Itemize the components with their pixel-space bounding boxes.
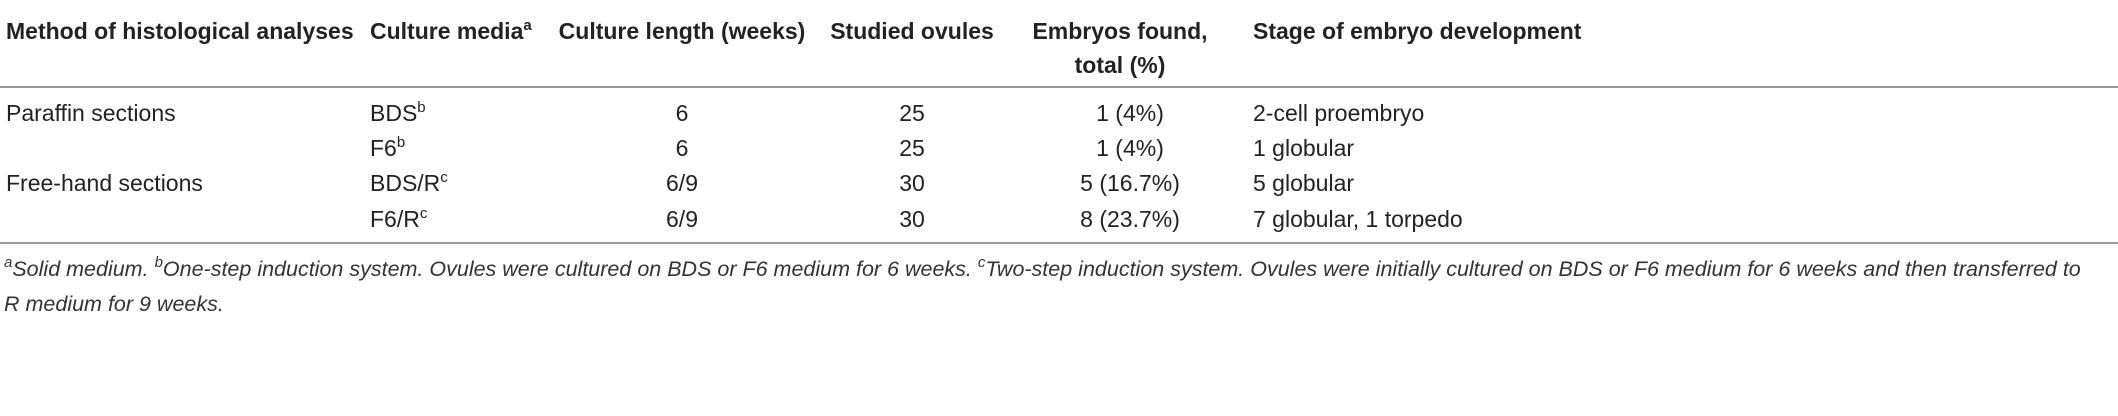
footnotes: aSolid medium. bOne-step induction syste… (4, 252, 2089, 322)
header-text: Culture media (370, 18, 524, 44)
footnote-mark: c (440, 169, 448, 186)
embryos-cell: 1 (4%) (1096, 100, 1164, 126)
embryos-cell: 5 (16.7%) (1080, 170, 1180, 196)
header-cell: Studied ovules (830, 18, 994, 44)
length-cell: 6/9 (666, 206, 698, 232)
media-text: F6/R (370, 206, 420, 232)
ovules-cell: 25 (899, 135, 925, 161)
header-rule (0, 86, 2118, 88)
footnote-mark: a (4, 254, 13, 271)
ovules-cell: 25 (899, 100, 925, 126)
header-cell: Culture mediaa (370, 14, 532, 48)
header-cell: Method of histological analyses (6, 18, 354, 44)
bottom-rule (0, 242, 2118, 244)
header-cell: Stage of embryo development (1253, 18, 1582, 44)
embryos-cell: 1 (4%) (1096, 135, 1164, 161)
footnote-text: Solid medium. (12, 257, 149, 281)
media-text: F6 (370, 135, 397, 161)
embryos-cell: 8 (23.7%) (1080, 206, 1180, 232)
media-cell: BDS/Rc (370, 166, 448, 200)
media-cell: F6b (370, 131, 405, 165)
footnote-mark: a (523, 17, 532, 34)
ovules-cell: 30 (899, 206, 925, 232)
method-cell: Free-hand sections (6, 170, 203, 196)
media-cell: BDSb (370, 96, 426, 130)
footnote-mark: b (396, 134, 406, 151)
footnote-mark: c (977, 254, 986, 271)
ovules-cell: 30 (899, 170, 925, 196)
stage-cell: 1 globular (1253, 135, 1355, 161)
stage-cell: 5 globular (1253, 170, 1355, 196)
length-cell: 6/9 (666, 170, 698, 196)
media-text: BDS (370, 100, 418, 126)
header-cell: Culture length (weeks) (558, 18, 806, 44)
stage-cell: 2-cell proembryo (1253, 100, 1425, 126)
header-line: total (%) (1074, 52, 1166, 78)
length-cell: 6 (675, 100, 689, 126)
footnote-mark: c (419, 205, 428, 222)
footnote-text: One-step induction system. Ovules were c… (162, 257, 972, 281)
header-cell: Embryos found, total (%) (1032, 14, 1207, 82)
header-line: Embryos found, (1032, 18, 1208, 44)
stage-cell: 7 globular, 1 torpedo (1253, 206, 1463, 232)
footnote-mark: b (154, 254, 163, 271)
media-text: BDS/R (370, 170, 441, 196)
footnote-mark: b (417, 99, 426, 116)
footnote-text: Two-step induction system. Ovules were i… (4, 257, 2081, 316)
method-cell: Paraffin sections (6, 100, 176, 126)
length-cell: 6 (675, 135, 689, 161)
media-cell: F6/Rc (370, 202, 427, 236)
